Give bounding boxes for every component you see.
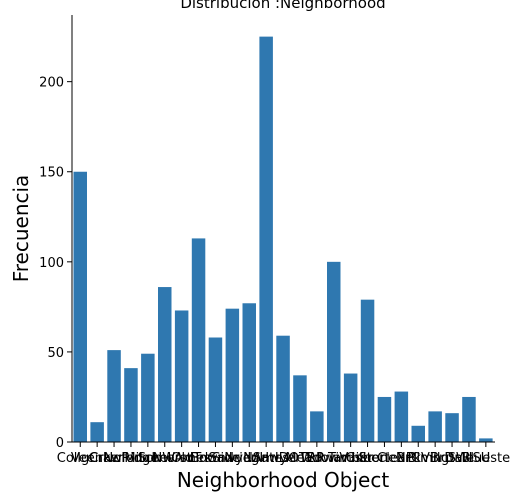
- bar-crawfor: [107, 350, 121, 442]
- x-tick-label-mitchel: Mitchel: [124, 451, 171, 466]
- x-tick-label-nridght: NridgHt: [224, 451, 274, 466]
- bar-somerst: [158, 287, 172, 442]
- bar-meadowv: [310, 411, 324, 442]
- x-tick-label-clearcr: ClearCr: [377, 451, 426, 466]
- bar-idotrr: [293, 375, 307, 442]
- bar-brdale: [445, 413, 459, 442]
- x-tick-label-somerst: Somerst: [138, 451, 192, 466]
- x-tick-label-timber: Timber: [327, 451, 374, 466]
- bar-blmngtn: [428, 411, 442, 442]
- bar-npkvill: [411, 425, 425, 442]
- bar-stonebr: [377, 396, 392, 442]
- x-tick-label-noridge: NoRidge: [104, 451, 159, 466]
- y-axis-label: Frecuencia: [9, 175, 33, 283]
- chart-title: Distribución :Neighborhood: [180, 0, 385, 12]
- y-tick-label: 200: [39, 76, 64, 91]
- x-tick-label-collgcr: CollgCr: [57, 451, 105, 466]
- x-tick-label-swisu: SWISU: [448, 451, 491, 466]
- x-tick-label-blmngtn: Blmngtn: [408, 451, 463, 466]
- bar-sawyer: [225, 308, 240, 442]
- x-tick-label-oldtown: OldTown: [171, 451, 226, 466]
- x-tick-label-sawyer: Sawyer: [208, 451, 257, 466]
- bar-brkside: [208, 337, 223, 442]
- bar-collgcr: [73, 171, 87, 443]
- x-tick-label-npkvill: NPkVill: [396, 451, 441, 466]
- bar-edwards: [327, 261, 341, 442]
- bar-gilbert: [360, 299, 375, 442]
- x-tick-label-veenker: Veenker: [71, 451, 124, 466]
- bar-veenker: [90, 422, 104, 442]
- bar-clearcr: [394, 391, 409, 442]
- x-tick-label-meadowv: MeadowV: [285, 451, 348, 466]
- x-tick-label-stonebr: StoneBr: [359, 451, 411, 466]
- bar-nwames: [174, 310, 189, 442]
- bar-sawyerw: [276, 335, 290, 442]
- bar-oldtown: [191, 238, 206, 442]
- x-tick-label-crawfor: Crawfor: [89, 451, 141, 466]
- x-tick-label-nwames: NWAmes: [153, 451, 211, 466]
- x-tick-label-edwards: Edwards: [306, 451, 361, 466]
- y-tick-label: 50: [47, 346, 64, 361]
- x-tick-label-names: NAmes: [243, 451, 289, 466]
- bar-timber: [343, 373, 358, 442]
- bar-noridge: [124, 368, 138, 442]
- y-tick-label: 100: [39, 256, 64, 271]
- x-axis-ticks: CollgCrVeenkerCrawforNoRidgeMitchelSomer…: [57, 442, 510, 466]
- x-axis-label: Neighborhood Object: [177, 468, 389, 492]
- bar-swisu: [462, 396, 476, 442]
- x-tick-label-brkside: BrkSide: [190, 451, 240, 466]
- y-tick-label: 0: [56, 436, 64, 451]
- bar-mitchel: [141, 353, 155, 442]
- bar-nridght: [242, 303, 256, 442]
- x-tick-label-blueste: Blueste: [462, 451, 511, 466]
- bar-blueste: [479, 438, 493, 442]
- y-tick-label: 150: [39, 166, 64, 181]
- x-tick-label-gilbert: Gilbert: [346, 451, 390, 466]
- x-tick-label-idotrr: IDOTRR: [275, 451, 325, 466]
- x-tick-label-brdale: BrDale: [430, 451, 474, 466]
- bar-names: [259, 36, 273, 443]
- bars-group: [73, 36, 493, 443]
- x-tick-label-sawyerw: SawyerW: [253, 451, 314, 466]
- y-axis-ticks: 0 50 100 150 200: [39, 76, 72, 451]
